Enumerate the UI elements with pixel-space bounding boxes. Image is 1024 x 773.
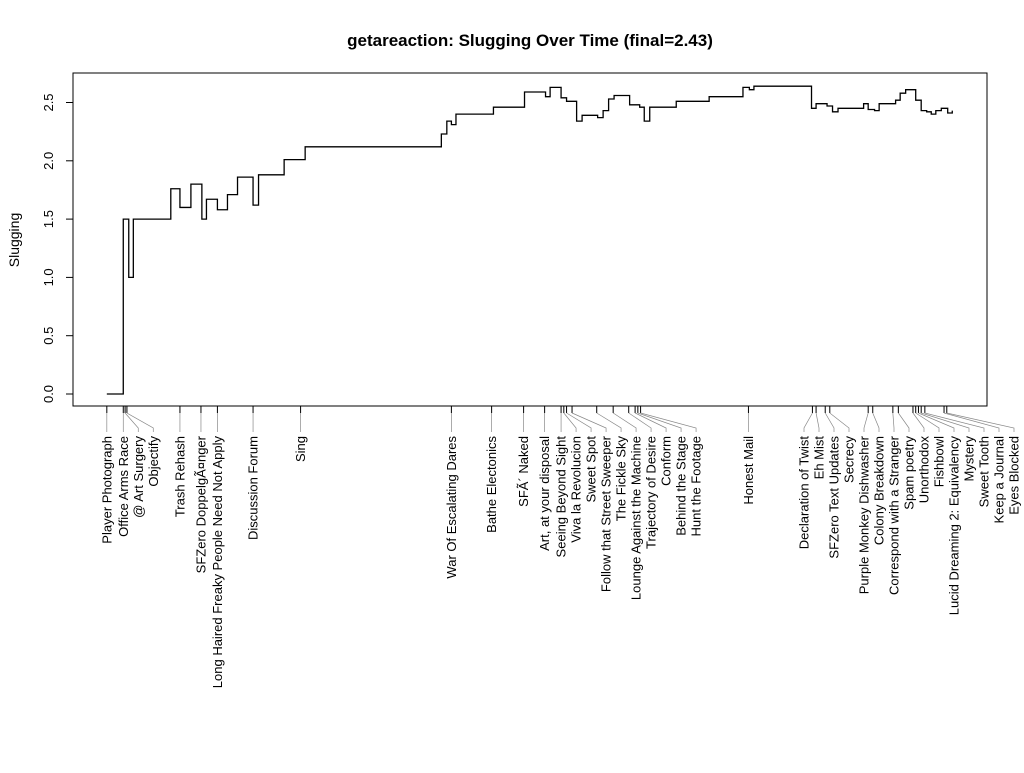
- y-tick-label: 1.0: [41, 268, 56, 286]
- y-tick-label: 0.0: [41, 385, 56, 403]
- y-tick-label: 1.5: [41, 210, 56, 228]
- x-tick-label: Unorthodox: [917, 436, 932, 504]
- x-label-leader: [640, 412, 697, 432]
- x-label-leader: [898, 412, 910, 432]
- x-tick-label: SFZero Text Updates: [827, 436, 842, 559]
- x-label-leader: [921, 412, 970, 432]
- y-tick-label: 2.0: [41, 152, 56, 170]
- plot-frame: [72, 72, 988, 407]
- x-label-leader: [126, 412, 154, 432]
- x-tick-label: Correspond with a Stranger: [887, 435, 902, 595]
- x-tick-label: Office Arms Race: [116, 436, 131, 537]
- x-tick-label: Conform: [659, 436, 674, 486]
- chart-title: getareaction: Slugging Over Time (final=…: [347, 31, 713, 50]
- slugging-step-line: [106, 85, 953, 395]
- x-tick-label: Viva la Revolucion: [569, 436, 584, 543]
- x-tick-label: Sweet Tooth: [977, 436, 992, 507]
- x-label-leader: [124, 412, 139, 432]
- y-tick-label: 0.5: [41, 327, 56, 345]
- x-tick-label: Declaration of Twist: [797, 436, 812, 550]
- x-label-leader: [912, 412, 925, 432]
- x-tick-label: Secrecy: [842, 436, 857, 483]
- x-label-leader: [628, 412, 652, 432]
- x-label-leader: [563, 412, 577, 432]
- x-tick-label: Objectify: [146, 436, 161, 487]
- x-tick-label: Hunt the Footage: [689, 436, 704, 536]
- x-tick-label: Art, at your disposal: [537, 436, 552, 551]
- x-label-leader: [918, 412, 955, 432]
- x-label-leader: [571, 412, 607, 432]
- x-tick-label: SFZero DoppelgÃ¤nger: [193, 435, 208, 573]
- x-tick-label: Follow that Street Sweeper: [599, 435, 614, 592]
- x-label-leader: [634, 412, 667, 432]
- x-label-leader: [824, 412, 835, 432]
- x-tick-label: Behind the Stage: [674, 436, 689, 536]
- x-tick-label: Colony Breakdown: [872, 436, 887, 545]
- x-tick-label: Mystery: [962, 436, 977, 482]
- x-tick-label: Discussion Forum: [246, 436, 261, 540]
- x-tick-label: Player Photograph: [99, 436, 114, 544]
- x-tick-label: Long Haired Freaky People Need Not Apply: [210, 436, 225, 689]
- x-label-leader: [863, 412, 869, 432]
- x-tick-label: Trajectory of Desire: [644, 436, 659, 549]
- x-label-leader: [915, 412, 940, 432]
- x-tick-label: Fishbowl: [932, 436, 947, 487]
- x-label-leader: [815, 412, 820, 432]
- y-tick-label: 2.5: [41, 93, 56, 111]
- x-label-leader: [872, 412, 880, 432]
- x-tick-label: Sing: [293, 436, 308, 462]
- x-label-leader: [829, 412, 850, 432]
- x-tick-label: The Fickle Sky: [614, 436, 629, 522]
- x-tick-label: Eh Mist: [812, 436, 827, 480]
- x-tick-label: Trash Rehash: [172, 436, 187, 517]
- x-tick-label: Purple Monkey Dishwasher: [857, 435, 872, 594]
- y-axis: 0.0 0.5 1.0 1.5 2.0 2.5: [41, 93, 74, 403]
- x-label-leader: [924, 412, 985, 432]
- x-tick-label: Spam poetry: [902, 436, 917, 510]
- x-tick-label: @ Art Surgery: [131, 436, 146, 518]
- x-label-leader: [803, 412, 813, 432]
- x-label-leader: [943, 412, 1000, 432]
- x-label-leader: [566, 412, 592, 432]
- x-tick-label: Sweet Spot: [584, 436, 599, 503]
- x-tick-label: Lucid Dreaming 2: Equivalency: [947, 436, 962, 616]
- x-tick-label: Bathe Electonics: [484, 436, 499, 533]
- x-axis: Player Photograph Office Arms Race @ Art S…: [99, 406, 1022, 689]
- x-tick-label: Seeing Beyond Sight: [554, 436, 569, 558]
- x-tick-label: Lounge Against the Machine: [629, 436, 644, 600]
- x-tick-label: Keep a Journal: [992, 436, 1007, 524]
- x-label-leader: [637, 412, 682, 432]
- x-label-leader: [892, 412, 895, 432]
- x-tick-label: Honest Mail: [741, 436, 756, 505]
- x-tick-label: War Of Escalating Dares: [444, 436, 459, 579]
- y-axis-label: Slugging: [6, 213, 22, 268]
- x-label-leader: [946, 412, 1015, 432]
- x-label-leader: [612, 412, 637, 432]
- x-tick-label: SFÃ´ Naked: [516, 436, 531, 507]
- x-label-leader: [596, 412, 622, 432]
- x-tick-label: Eyes Blocked: [1007, 436, 1022, 515]
